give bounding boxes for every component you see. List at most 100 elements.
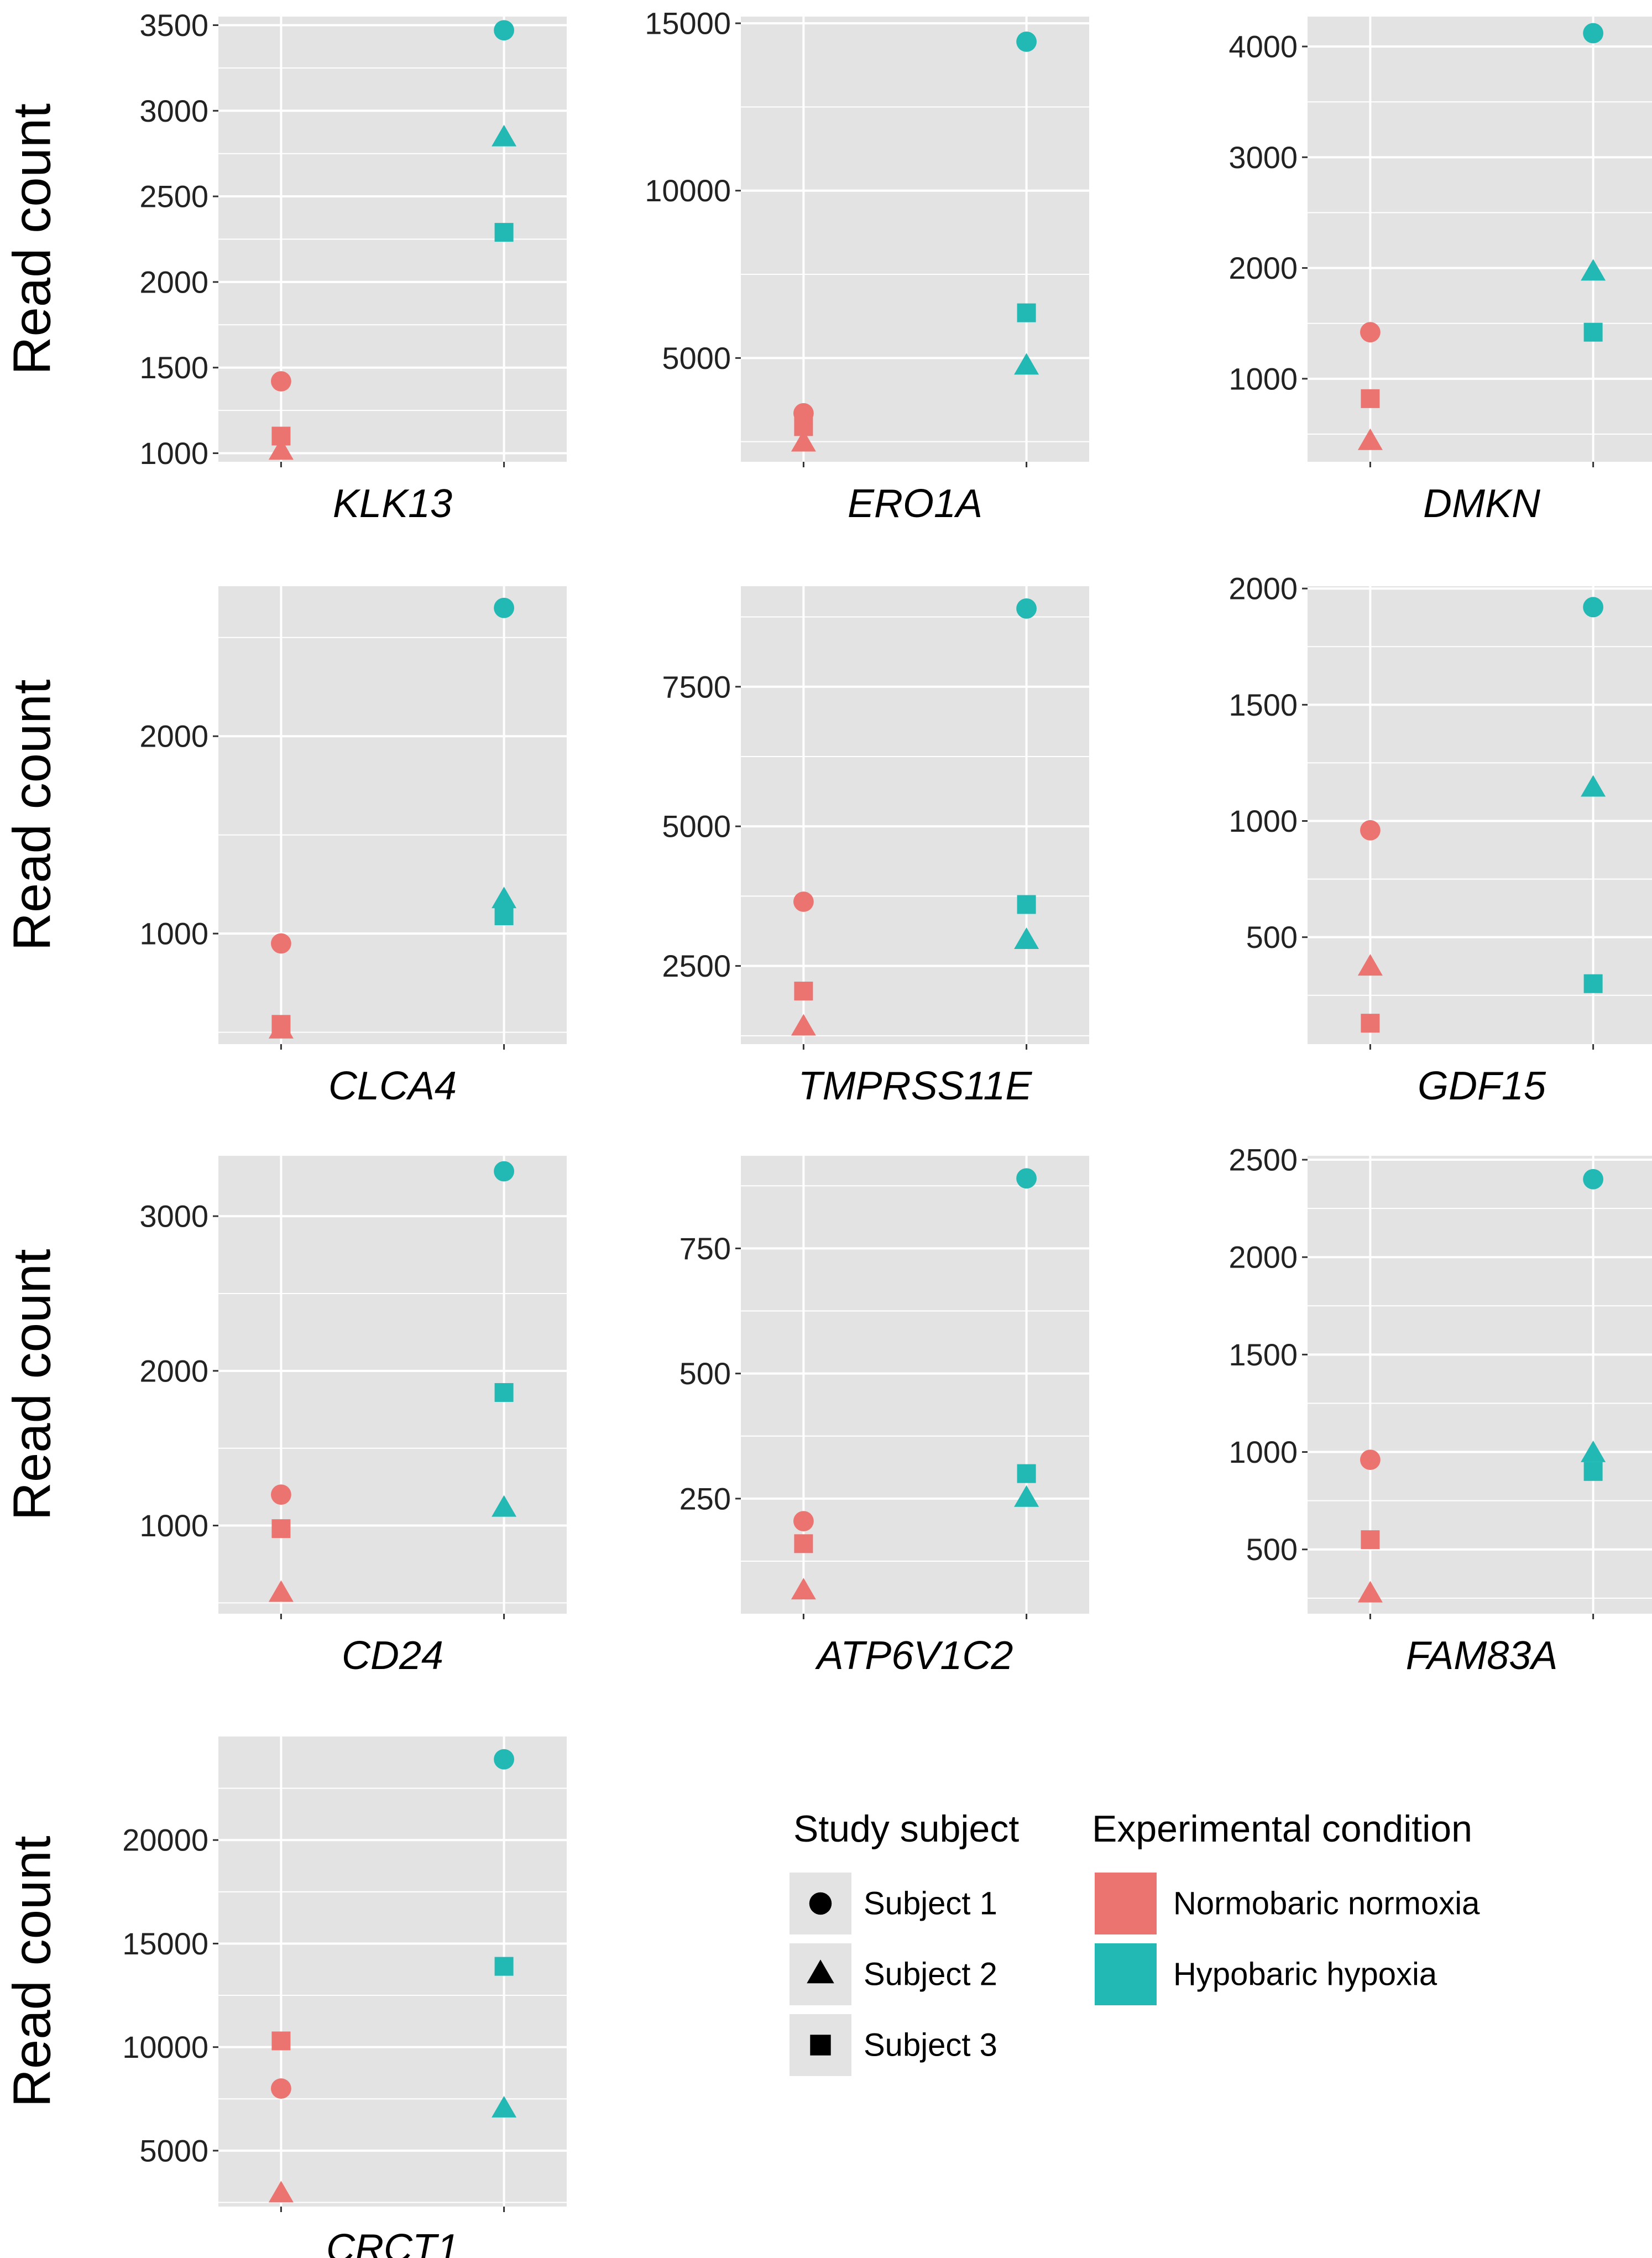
y-tick-label: 7500 xyxy=(662,669,731,704)
point-gdf15-subject-1-normoxia xyxy=(1360,820,1381,841)
point-gdf15-subject-2-hypoxia xyxy=(1581,775,1606,797)
y-tick-label: 5000 xyxy=(662,341,731,376)
gene-label-fam83a: FAM83A xyxy=(1406,1634,1558,1678)
point-cd24-subject-2-hypoxia xyxy=(492,1495,517,1517)
point-gdf15-subject-3-hypoxia xyxy=(1583,974,1603,993)
y-tick-label: 1000 xyxy=(1228,804,1298,838)
y-tick-label: 4000 xyxy=(1228,29,1298,64)
point-fam83a-subject-3-hypoxia xyxy=(1583,1462,1603,1481)
y-axis-label-row-2: Read count xyxy=(3,679,62,951)
panel-ero1a: 5000 10000 15000 ERO1A xyxy=(645,6,1089,526)
point-gdf15-subject-1-hypoxia xyxy=(1583,597,1604,618)
y-tick-label: 3500 xyxy=(139,8,208,43)
point-cd24-subject-3-hypoxia xyxy=(494,1383,514,1402)
legend-label-subject-1: Subject 1 xyxy=(864,1886,997,1922)
panel-dmkn: 1000 2000 3000 4000 DMKN xyxy=(1228,17,1652,526)
point-dmkn-subject-1-normoxia xyxy=(1360,322,1381,343)
y-tick-label: 1500 xyxy=(139,350,208,385)
point-clca4-subject-2-hypoxia xyxy=(492,886,517,909)
point-tmprss11e-subject-2-hypoxia xyxy=(1014,927,1039,950)
y-tick-label: 15000 xyxy=(645,6,731,41)
panel-background xyxy=(741,1156,1089,1614)
point-atp6v1c2-subject-3-normoxia xyxy=(794,1534,813,1553)
y-tick-label: 1500 xyxy=(1228,1337,1298,1372)
point-klk13-subject-1-hypoxia xyxy=(494,20,514,41)
point-gdf15-subject-3-normoxia xyxy=(1361,1014,1380,1033)
point-cd24-subject-3-normoxia xyxy=(271,1519,291,1539)
point-crct1-subject-3-hypoxia xyxy=(494,1957,514,1976)
panel-gdf15: 500 1000 1500 2000 GDF15 xyxy=(1228,571,1652,1108)
point-ero1a-subject-3-normoxia xyxy=(794,417,813,436)
y-tick-label: 1000 xyxy=(1228,361,1298,396)
y-tick-label: 2500 xyxy=(662,948,731,983)
point-clca4-subject-3-hypoxia xyxy=(494,906,514,926)
point-klk13-subject-3-normoxia xyxy=(271,426,291,446)
legend-label-normobaric-normoxia: Normobaric normoxia xyxy=(1173,1886,1480,1922)
legend-circle-icon xyxy=(809,1892,832,1915)
panel-background xyxy=(218,1156,567,1614)
panel-background xyxy=(741,586,1089,1044)
y-tick-label: 1000 xyxy=(139,436,208,471)
point-dmkn-subject-2-hypoxia xyxy=(1581,259,1606,281)
y-axis-label-row-4: Read count xyxy=(3,1835,62,2107)
panel-klk13: 1000 1500 2000 2500 3000 3500 KLK13 xyxy=(139,8,567,526)
y-tick-label: 3000 xyxy=(139,1199,208,1234)
point-atp6v1c2-subject-3-hypoxia xyxy=(1017,1464,1036,1483)
row-axis-labels: Read count Read count Read count Read count xyxy=(3,103,62,2108)
gene-label-tmprss11e: TMPRSS11E xyxy=(798,1064,1033,1108)
y-tick-label: 1000 xyxy=(139,916,208,951)
point-ero1a-subject-2-hypoxia xyxy=(1014,353,1039,375)
gene-label-atp6v1c2: ATP6V1C2 xyxy=(815,1634,1013,1678)
y-tick-label: 15000 xyxy=(122,1926,208,1961)
gene-label-cd24: CD24 xyxy=(342,1634,443,1678)
point-klk13-subject-2-normoxia xyxy=(268,438,294,460)
point-tmprss11e-subject-1-normoxia xyxy=(793,891,814,912)
point-clca4-subject-1-normoxia xyxy=(271,933,291,954)
point-crct1-subject-2-hypoxia xyxy=(492,2095,517,2118)
y-tick-label: 2000 xyxy=(1228,571,1298,606)
panel-fam83a: 500 1000 1500 2000 2500 FAM83A xyxy=(1228,1143,1652,1678)
y-tick-label: 500 xyxy=(679,1356,731,1391)
y-tick-label: 2500 xyxy=(1228,1143,1298,1177)
legend: Study subject Subject 1 Subject 2 Subject 3… xyxy=(790,1808,1480,2076)
point-fam83a-subject-2-hypoxia xyxy=(1581,1440,1606,1462)
legend-triangle-icon xyxy=(807,1959,834,1984)
point-dmkn-subject-1-hypoxia xyxy=(1583,23,1604,44)
legend-label-hypobaric-hypoxia: Hypobaric hypoxia xyxy=(1173,1957,1437,1993)
point-atp6v1c2-subject-1-hypoxia xyxy=(1016,1168,1037,1189)
legend-title-experimental-condition: Experimental condition xyxy=(1092,1808,1472,1850)
point-atp6v1c2-subject-2-normoxia xyxy=(791,1578,816,1600)
gene-label-klk13: KLK13 xyxy=(333,482,452,526)
panel-cd24: 1000 2000 3000 CD24 xyxy=(139,1156,567,1678)
panel-atp6v1c2: 250 500 750 ATP6V1C2 xyxy=(679,1156,1089,1678)
panel-background xyxy=(218,1736,567,2207)
y-tick-label: 2000 xyxy=(139,264,208,299)
point-klk13-subject-1-normoxia xyxy=(271,371,291,392)
point-fam83a-subject-1-normoxia xyxy=(1360,1449,1381,1470)
y-tick-label: 1500 xyxy=(1228,687,1298,722)
y-tick-label: 10000 xyxy=(645,173,731,208)
legend-square-icon xyxy=(810,2035,831,2056)
legend-label-subject-3: Subject 3 xyxy=(864,2027,997,2063)
point-crct1-subject-3-normoxia xyxy=(271,2031,291,2051)
point-clca4-subject-1-hypoxia xyxy=(494,597,514,618)
y-tick-label: 1000 xyxy=(1228,1435,1298,1469)
panel-crct1: 5000 10000 15000 20000 CRCT1 xyxy=(122,1736,567,2258)
point-tmprss11e-subject-1-hypoxia xyxy=(1016,598,1037,619)
gene-label-gdf15: GDF15 xyxy=(1418,1064,1546,1108)
legend-title-study-subject: Study subject xyxy=(793,1808,1019,1850)
panel-background xyxy=(741,17,1089,462)
gene-label-crct1: CRCT1 xyxy=(326,2226,459,2258)
y-tick-label: 2000 xyxy=(1228,1240,1298,1275)
y-axis-label-row-1: Read count xyxy=(3,103,62,375)
point-crct1-subject-2-normoxia xyxy=(268,2181,294,2203)
point-ero1a-subject-3-hypoxia xyxy=(1017,303,1036,322)
y-tick-label: 2500 xyxy=(139,179,208,214)
gene-label-dmkn: DMKN xyxy=(1423,482,1541,526)
panel-tmprss11e: 2500 5000 7500 TMPRSS11E xyxy=(662,586,1089,1108)
y-tick-label: 750 xyxy=(679,1231,731,1266)
panel-background xyxy=(1308,17,1652,462)
point-cd24-subject-2-normoxia xyxy=(268,1580,294,1602)
y-tick-label: 3000 xyxy=(139,93,208,128)
gene-label-ero1a: ERO1A xyxy=(848,482,982,526)
